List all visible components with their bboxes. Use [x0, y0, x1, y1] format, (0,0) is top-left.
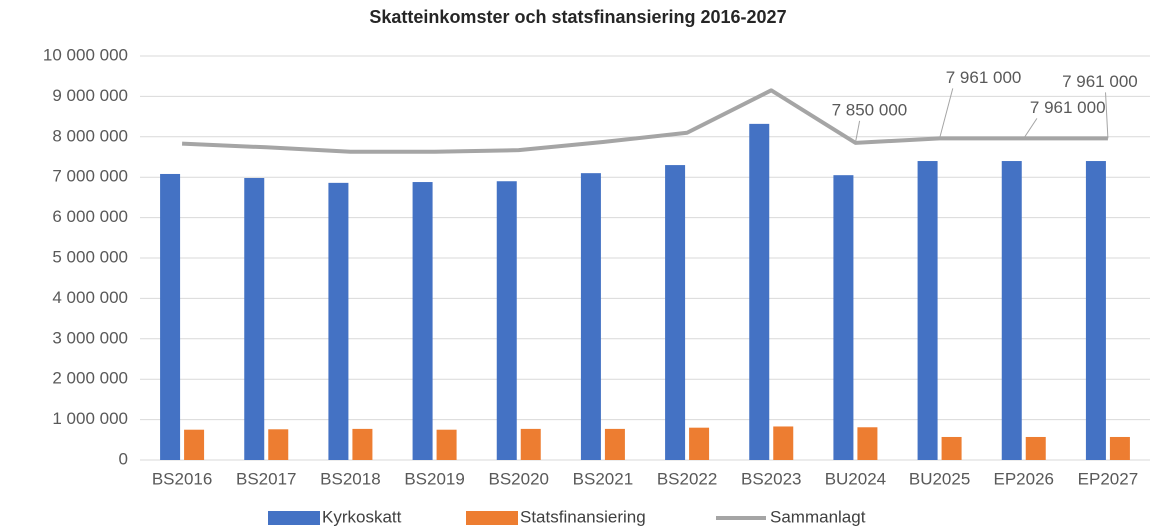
bar	[773, 426, 794, 460]
bar	[1109, 436, 1130, 460]
y-tick-label: 3 000 000	[52, 328, 128, 347]
bar	[352, 428, 373, 460]
bar	[749, 123, 770, 460]
x-tick-label: BU2024	[825, 469, 886, 488]
y-tick-label: 10 000 000	[43, 45, 128, 64]
bar	[268, 429, 289, 460]
bar	[689, 427, 710, 460]
bar	[184, 429, 205, 460]
chart-title: Skatteinkomster och statsfinansiering 20…	[369, 7, 786, 27]
y-tick-label: 4 000 000	[52, 288, 128, 307]
leader-line	[854, 120, 861, 143]
x-tick-label: BS2016	[152, 469, 213, 488]
bar	[436, 429, 457, 460]
bar	[520, 428, 541, 460]
y-tick-label: 5 000 000	[52, 247, 128, 266]
bar	[580, 173, 601, 460]
legend-swatch	[268, 511, 320, 525]
legend-label: Statsfinansiering	[520, 507, 646, 526]
y-tick-label: 9 000 000	[52, 86, 128, 105]
bar	[328, 182, 349, 460]
x-tick-label: EP2027	[1078, 469, 1139, 488]
y-tick-label: 0	[119, 449, 128, 468]
y-tick-label: 7 000 000	[52, 167, 128, 186]
bar	[665, 165, 686, 460]
data-label: 7 961 000	[946, 68, 1022, 87]
bar	[604, 428, 625, 460]
bar	[1001, 161, 1022, 461]
x-tick-label: EP2026	[994, 469, 1055, 488]
x-tick-label: BS2022	[657, 469, 718, 488]
bar	[857, 427, 878, 460]
data-label: 7 961 000	[1030, 98, 1106, 117]
leader-line	[939, 88, 954, 139]
bar	[244, 178, 265, 460]
data-label: 7 850 000	[832, 100, 908, 119]
legend-swatch	[466, 511, 518, 525]
x-tick-label: BS2020	[489, 469, 550, 488]
x-tick-label: BS2018	[320, 469, 381, 488]
x-tick-label: BS2019	[404, 469, 465, 488]
y-tick-label: 2 000 000	[52, 369, 128, 388]
legend-label: Kyrkoskatt	[322, 507, 402, 526]
bar	[833, 175, 854, 460]
x-tick-label: BU2025	[909, 469, 970, 488]
leader-line	[1023, 118, 1038, 139]
bar	[412, 182, 433, 460]
data-label: 7 961 000	[1062, 72, 1138, 91]
leader-line	[1105, 92, 1109, 139]
x-tick-label: BS2023	[741, 469, 802, 488]
bar	[1025, 436, 1046, 460]
bar	[917, 161, 938, 461]
bar	[941, 436, 962, 460]
x-tick-label: BS2021	[573, 469, 634, 488]
y-tick-label: 8 000 000	[52, 126, 128, 145]
bar	[1085, 161, 1106, 461]
y-tick-label: 1 000 000	[52, 409, 128, 428]
y-tick-label: 6 000 000	[52, 207, 128, 226]
bar	[160, 173, 181, 460]
line-series	[181, 88, 1108, 154]
x-tick-label: BS2017	[236, 469, 297, 488]
legend-label: Sammanlagt	[770, 507, 866, 526]
bar	[496, 181, 517, 461]
